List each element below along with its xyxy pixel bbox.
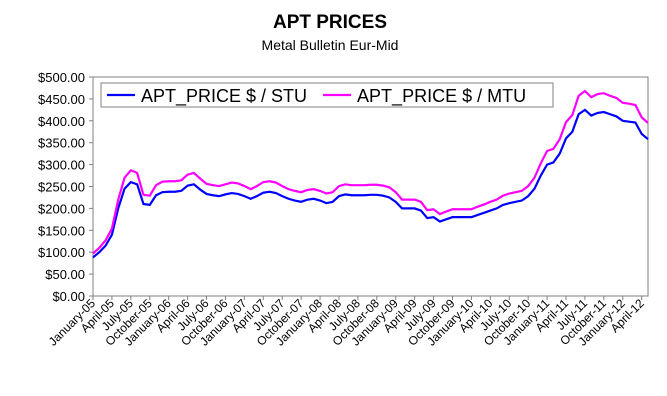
plot-area (92, 76, 649, 297)
y-tick-label: $0.00 (52, 289, 85, 304)
y-tick-label: $100.00 (38, 245, 85, 260)
chart-subtitle: Metal Bulletin Eur-Mid (262, 37, 399, 53)
y-tick-label: $450.00 (38, 92, 85, 107)
y-tick-label: $500.00 (38, 70, 85, 85)
y-tick-label: $250.00 (38, 180, 85, 195)
y-tick-label: $350.00 (38, 136, 85, 151)
legend-label: APT_PRICE $ / MTU (357, 86, 526, 107)
y-tick-label: $200.00 (38, 201, 85, 216)
y-tick-label: $400.00 (38, 114, 85, 129)
chart-title: APT PRICES (273, 12, 387, 33)
y-tick-label: $150.00 (38, 223, 85, 238)
y-tick-label: $50.00 (45, 267, 85, 282)
line (92, 89, 649, 255)
line (92, 108, 649, 259)
y-tick-label: $300.00 (38, 158, 85, 173)
legend-label: APT_PRICE $ / STU (141, 86, 307, 107)
